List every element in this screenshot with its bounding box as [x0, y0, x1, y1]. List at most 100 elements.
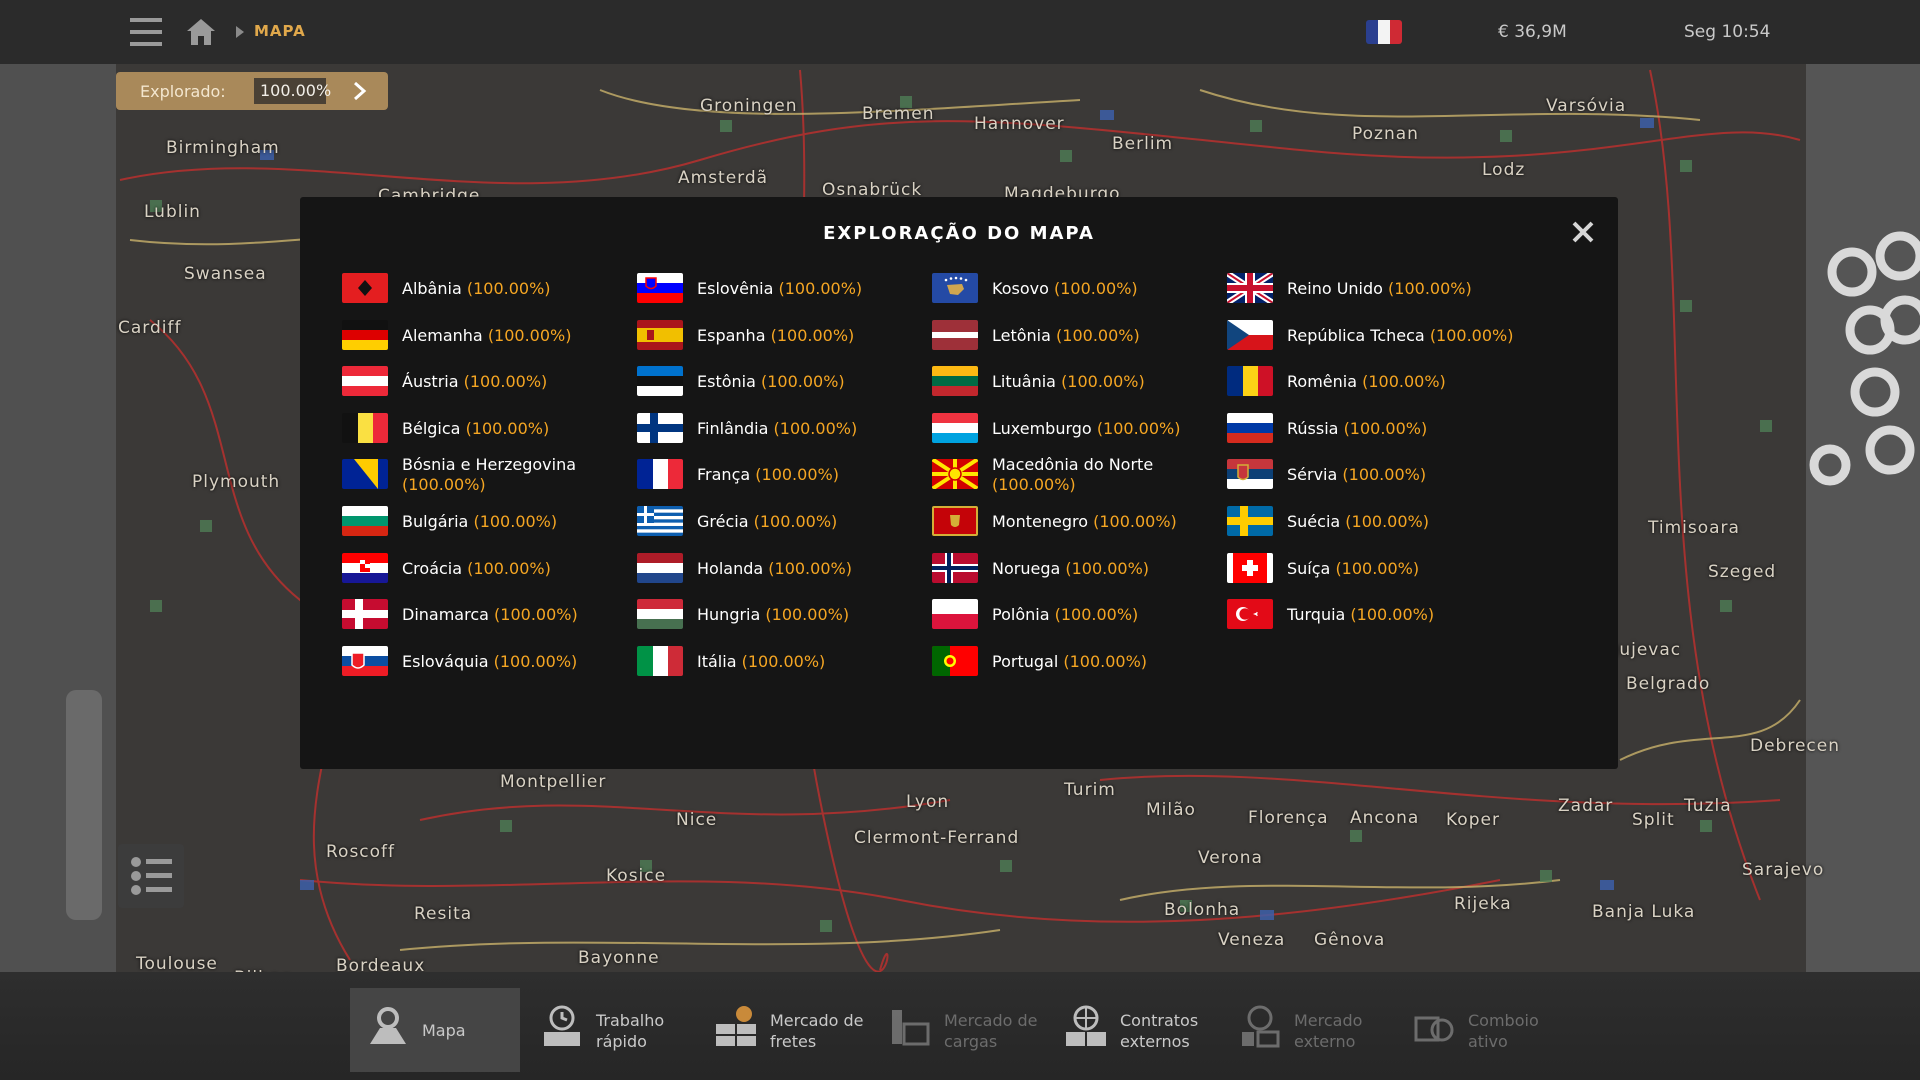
tab-label-line1: Contratos	[1120, 1011, 1199, 1030]
map-city-label: Nice	[676, 810, 718, 830]
country-name: Áustria (100.00%)	[402, 372, 547, 391]
country-percent: (100.00%)	[1362, 372, 1446, 392]
explored-progress-button[interactable]: Explorado: 100.00%	[116, 72, 388, 110]
country-name: Grécia (100.00%)	[697, 512, 837, 531]
country-label: Itália	[697, 651, 737, 671]
country-item: Estônia (100.00%)	[637, 366, 937, 410]
country-name: Hungria (100.00%)	[697, 605, 849, 624]
game-clock: Seg 10:54	[1684, 22, 1771, 42]
country-name: República Tcheca (100.00%)	[1287, 326, 1513, 345]
map-city-label: Berlim	[1112, 134, 1174, 154]
country-item: França (100.00%)	[637, 459, 937, 503]
country-label: Albânia	[402, 279, 462, 298]
country-label: Lituânia	[992, 372, 1056, 392]
country-percent: (100.00%)	[463, 372, 548, 392]
map-city-label: Plymouth	[192, 472, 281, 492]
money-balance: € 36,9M	[1498, 22, 1567, 42]
tab-label-line2: cargas	[944, 1032, 998, 1051]
explored-label: Explorado:	[140, 82, 226, 101]
country-flag-icon	[637, 366, 683, 397]
map-legend-button[interactable]	[118, 844, 184, 908]
country-percent: (100.00%)	[1053, 279, 1138, 298]
tab-quick-job[interactable]: Trabalho rápido	[524, 988, 694, 1072]
map-city-label: Turim	[1064, 780, 1116, 800]
country-percent: (100.00%)	[992, 475, 1076, 495]
country-label: Hungria	[697, 605, 761, 625]
country-percent: (100.00%)	[1350, 605, 1435, 625]
france-flag-icon	[1366, 20, 1402, 44]
map-city-label: Groningen	[700, 96, 798, 116]
country-label: Holanda	[697, 558, 764, 578]
country-name: Portugal (100.00%)	[992, 652, 1147, 671]
country-name: Kosovo (100.00%)	[992, 279, 1138, 298]
home-icon[interactable]	[186, 18, 216, 46]
map-city-label: Osnabrück	[822, 180, 923, 200]
country-item: Kosovo (100.00%)	[932, 273, 1232, 317]
map-city-label: Amsterdã	[678, 168, 769, 188]
country-percent: (100.00%)	[1335, 558, 1420, 578]
country-item: Bósnia e Herzegovina (100.00%)	[342, 455, 642, 503]
country-flag-icon	[342, 273, 388, 303]
country-flag-icon	[637, 412, 683, 443]
country-name: Itália (100.00%)	[697, 652, 825, 671]
country-flag-icon	[342, 645, 388, 676]
tab-cargo-market: Mercado de cargas	[872, 988, 1042, 1072]
country-label: Bulgária	[402, 512, 469, 531]
map-city-label: Bordeaux	[336, 956, 426, 976]
map-city-label: Hannover	[974, 114, 1065, 134]
tab-freight-market[interactable]: Mercado de fretes	[698, 988, 868, 1072]
country-item: República Tcheca (100.00%)	[1227, 319, 1527, 364]
country-label: Eslovênia	[697, 279, 774, 298]
country-name: Lituânia (100.00%)	[992, 372, 1145, 391]
map-city-label: Birmingham	[166, 138, 280, 158]
tab-label-line2: externos	[1120, 1032, 1190, 1051]
country-label: Eslováquia	[402, 651, 489, 671]
close-icon[interactable]	[1568, 217, 1598, 247]
country-label: Turquia	[1287, 605, 1346, 625]
breadcrumb-arrow-icon	[236, 26, 244, 38]
country-item: Suíça (100.00%)	[1227, 552, 1527, 597]
country-percent: (100.00%)	[467, 558, 551, 578]
country-label: Bósnia e Herzegovina	[402, 455, 577, 475]
country-label: Noruega	[992, 558, 1061, 578]
country-percent: (100.00%)	[1061, 372, 1145, 392]
country-item: Eslováquia (100.00%)	[342, 645, 642, 690]
country-item: Montenegro (100.00%)	[932, 506, 1232, 550]
country-item: Polônia (100.00%)	[932, 599, 1232, 643]
map-city-label: Bolonha	[1164, 900, 1241, 920]
map-city-label: Koper	[1446, 810, 1500, 830]
country-name: Bósnia e Herzegovina (100.00%)	[402, 455, 592, 495]
map-city-label: Montpellier	[500, 772, 607, 792]
country-flag-icon	[1227, 599, 1273, 630]
tab-convoy: Comboio ativo	[1396, 988, 1566, 1072]
tab-label-line1: Mercado de	[770, 1011, 864, 1030]
country-percent: (100.00%)	[493, 651, 578, 671]
country-item: Itália (100.00%)	[637, 645, 937, 690]
tab-external-market: Mercado externo	[1222, 988, 1392, 1072]
country-percent: (100.00%)	[1056, 325, 1140, 345]
map-city-label: Roscoff	[326, 842, 396, 862]
country-name: Suíça (100.00%)	[1287, 559, 1419, 578]
tab-external-contracts[interactable]: Contratos externos	[1048, 988, 1218, 1072]
country-percent: (100.00%)	[473, 512, 558, 531]
map-city-label: Toulouse	[136, 954, 218, 974]
country-name: Finlândia (100.00%)	[697, 419, 857, 438]
tab-label: Contratos externos	[1120, 1010, 1198, 1052]
country-percent: (100.00%)	[778, 279, 863, 298]
quick-job-icon	[540, 1004, 584, 1048]
tab-label-line1: Mercado	[1294, 1011, 1363, 1030]
hamburger-menu-icon[interactable]	[130, 18, 162, 46]
map-city-label: Banja Luka	[1592, 902, 1696, 922]
breadcrumb[interactable]: MAPA	[254, 22, 306, 40]
country-label: Kosovo	[992, 279, 1049, 298]
chevron-right-icon[interactable]	[348, 80, 370, 102]
map-city-label: Florença	[1248, 808, 1329, 828]
country-name: Turquia (100.00%)	[1287, 605, 1434, 624]
country-item: Sérvia (100.00%)	[1227, 459, 1527, 503]
map-city-label: Veneza	[1218, 930, 1286, 950]
country-flag-icon	[342, 459, 388, 490]
country-flag-icon	[1227, 319, 1273, 350]
map-city-label: Bayonne	[578, 948, 660, 968]
tab-map[interactable]: Mapa	[350, 988, 520, 1072]
country-percent: (100.00%)	[1063, 651, 1148, 671]
